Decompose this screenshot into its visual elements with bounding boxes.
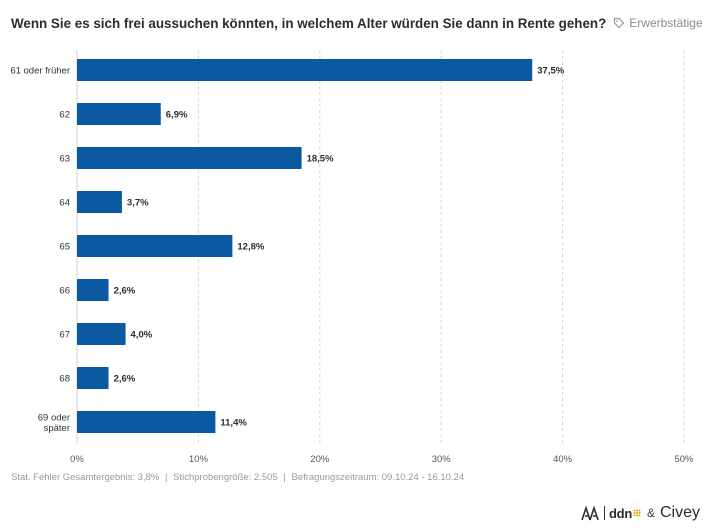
y-category-label: 61 oder früher [10,66,70,77]
bar [77,411,216,433]
y-category-label-line: 67 [59,330,70,341]
y-category-label-line: 62 [59,110,70,121]
tag-icon [614,17,625,29]
x-tick-label: 0% [70,454,84,464]
data-label: 37,5% [537,66,564,77]
dots-icon [633,509,641,517]
bar [77,235,233,257]
ddn-logo-text: ddn [609,505,632,521]
data-label: 18,5% [307,154,334,165]
data-label: 12,8% [237,242,264,253]
footer-error: Stat. Fehler Gesamtergebnis: 3,8% [11,472,160,483]
footer-separator: | [283,472,286,483]
y-category-label: 66 [59,286,70,297]
bar [77,191,122,213]
bar [77,59,533,81]
y-category-label: 62 [59,110,70,121]
y-category-label-line: 63 [59,154,70,165]
footer-sample: Stichprobengröße: 2.505 [173,472,278,483]
footer-note: Stat. Fehler Gesamtergebnis: 3,8% | Stic… [11,472,467,483]
filter-label: Erwerbstätige [629,16,703,30]
y-category-label: 65 [59,242,70,253]
civey-logo-text: Civey [659,504,700,521]
ddn-logo-mark-icon [581,505,599,521]
y-category-label-line: 66 [59,286,70,297]
data-label: 3,7% [127,198,149,209]
y-category-label-line: 65 [59,242,70,253]
bar [77,279,109,301]
data-label: 2,6% [114,286,136,297]
y-category-label-line: später [44,423,70,434]
chart-header: Wenn Sie es sich frei aussuchen könnten,… [11,14,703,32]
data-label: 2,6% [114,374,136,385]
x-tick-label: 10% [189,454,209,464]
footer-period: Befragungszeitraum: 09.10.24 - 16.10.24 [291,472,465,483]
bar-chart: 0% 10% 20% 30% 40% 50% 61 oder früher 37,5% 62 6,… [10,50,694,464]
bar [77,147,302,169]
x-tick-label: 20% [310,454,330,464]
x-tick-label: 50% [674,454,694,464]
logo-divider [604,506,606,520]
bar [77,367,109,389]
y-category-label-line: 68 [59,374,70,385]
y-category-label-line: 61 oder früher [10,66,70,77]
x-tick-label: 30% [432,454,452,464]
y-category-label-line: 69 oder [38,412,70,423]
y-category-label: 64 [59,198,70,209]
bar [77,103,161,125]
y-category-label: 63 [59,154,70,165]
logo-ampersand: & [646,506,655,520]
logo-area: ddn & Civey [581,502,700,524]
footer-separator: | [165,472,168,483]
chart-title: Wenn Sie es sich frei aussuchen könnten,… [11,15,607,31]
y-category-label: 67 [59,330,70,341]
y-category-label-line: 64 [59,198,70,209]
data-label: 4,0% [131,330,153,341]
x-tick-label: 40% [553,454,573,464]
filter-badge[interactable]: Erwerbstätige [613,16,703,30]
y-category-label: 68 [59,374,70,385]
bar [77,323,126,345]
data-label: 6,9% [166,110,188,121]
y-category-label: 69 oder später [38,412,70,434]
data-label: 11,4% [220,418,247,429]
